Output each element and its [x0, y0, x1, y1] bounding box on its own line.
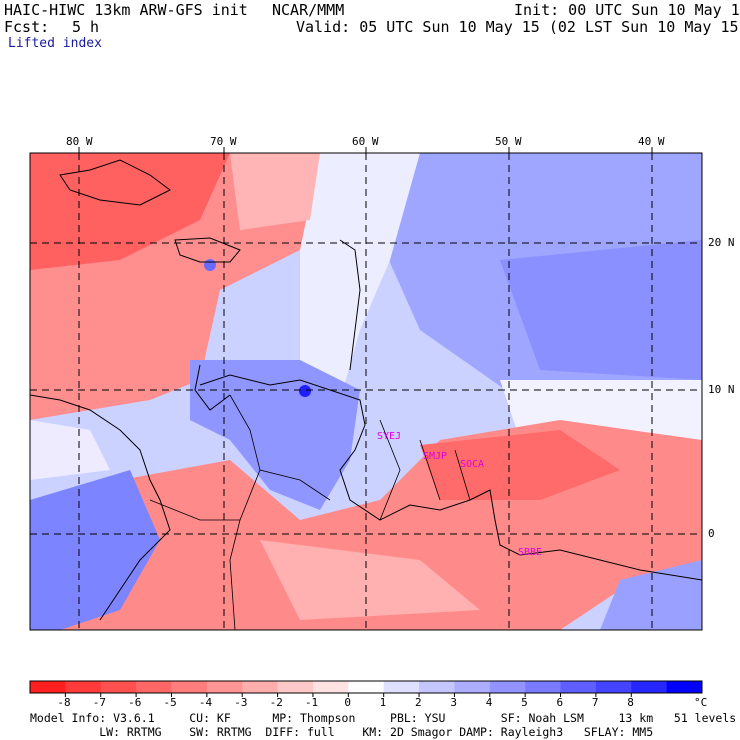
- colorbar-swatch: [242, 681, 279, 693]
- lat-label-20n: 20 N: [708, 236, 735, 249]
- top-tick-marks: [78, 147, 653, 153]
- coastlines: [30, 159, 702, 621]
- unstable-core-guianas: [420, 430, 620, 500]
- lon-label-70w: 70 W: [210, 135, 237, 148]
- colorbar-swatch: [206, 681, 243, 693]
- colorbar-tick-label: -7: [92, 696, 106, 709]
- colorbar-swatch: [30, 681, 66, 693]
- colorbar-swatch: [666, 681, 703, 693]
- colorbar-tick-label: 0: [344, 696, 351, 709]
- colorbar-tick-label: 7: [591, 696, 599, 709]
- stable-maximum: [299, 385, 311, 397]
- colorbar-swatch: [171, 681, 208, 693]
- lon-label-80w: 80 W: [66, 135, 93, 148]
- lon-label-40w: 40 W: [638, 135, 665, 148]
- unstable-core-northwest: [30, 153, 230, 270]
- stable-region-venezuela: [190, 360, 360, 510]
- colorbar-tick-label: 3: [450, 696, 458, 709]
- colorbar-swatch: [100, 681, 137, 693]
- model-info-line-2: LW: RRTMG SW: RRTMG DIFF: full KM: 2D Sm…: [30, 725, 654, 739]
- lon-label-60w: 60 W: [352, 135, 379, 148]
- country-borders: [149, 394, 471, 630]
- init-time: Init: 00 UTC Sun 10 May 15: [514, 1, 740, 19]
- colorbar: [29, 680, 703, 697]
- colorbar-swatch: [454, 681, 491, 693]
- station-syej: SYEJ: [377, 431, 402, 442]
- grid-lines: [30, 153, 702, 630]
- colorbar-tick-label: 6: [556, 696, 564, 709]
- organization-label: NCAR/MMM: [272, 1, 345, 19]
- colorbar-tick-label: 4: [485, 696, 493, 709]
- station-smjp: SMJP: [423, 451, 448, 462]
- colorbar-tick-label: -6: [128, 696, 142, 709]
- colorbar-swatch: [631, 681, 668, 693]
- colorbar-tick-label: 1: [379, 696, 387, 709]
- station-soca: SOCA: [460, 459, 485, 470]
- colorbar-tick-label: 2: [415, 696, 422, 709]
- colorbar-swatch: [383, 681, 420, 693]
- forecast-label: Fcst:: [4, 18, 50, 36]
- neutral-band-southwest: [30, 420, 110, 480]
- field-name: Lifted index: [8, 36, 102, 51]
- colorbar-tick-label: -8: [57, 696, 71, 709]
- station-sbbe: SBBE: [518, 547, 543, 558]
- colorbar-tick-label: 8: [627, 696, 634, 709]
- colorbar-tick-label: -5: [163, 696, 177, 709]
- colorbar-swatch: [525, 681, 562, 693]
- colorbar-swatch: [595, 681, 632, 693]
- unstable-edge: [230, 153, 320, 230]
- lon-label-50w: 50 W: [495, 135, 522, 148]
- colorbar-tick-label: -4: [198, 696, 213, 709]
- colorbar-swatch: [489, 681, 526, 693]
- colorbar-swatch: [277, 681, 314, 693]
- valid-time: Valid: 05 UTC Sun 10 May 15 (02 LST Sun …: [296, 18, 740, 36]
- colorbar-tick-label: -2: [269, 696, 283, 709]
- lat-label-0: 0: [708, 527, 715, 540]
- colorbar-tick-label: -3: [234, 696, 248, 709]
- lat-label-10n: 10 N: [708, 383, 735, 396]
- colorbar-tick-label: 5: [521, 696, 528, 709]
- colorbar-swatch: [348, 681, 385, 693]
- colorbar-swatch: [312, 681, 349, 693]
- forecast-hour: 5 h: [72, 18, 100, 36]
- neutral-band: [300, 153, 420, 400]
- colorbar-swatch: [65, 681, 102, 693]
- model-title: HAIC-HIWC 13km ARW-GFS init: [4, 1, 248, 19]
- colorbar-swatch: [419, 681, 455, 693]
- model-info-line-1: Model Info: V3.6.1 CU: KF MP: Thompson P…: [30, 711, 740, 725]
- colorbar-swatch: [560, 681, 597, 693]
- colorbar-swatch: [136, 681, 172, 693]
- stable-region-southeast: [600, 560, 702, 630]
- colorbar-frame: [29, 680, 703, 694]
- colorbar-tick-label: -1: [304, 696, 319, 709]
- colorbar-unit: °C: [694, 696, 708, 709]
- stable-spot: [204, 259, 216, 271]
- stable-region-southwest: [30, 470, 160, 630]
- unstable-edge-south: [260, 540, 480, 620]
